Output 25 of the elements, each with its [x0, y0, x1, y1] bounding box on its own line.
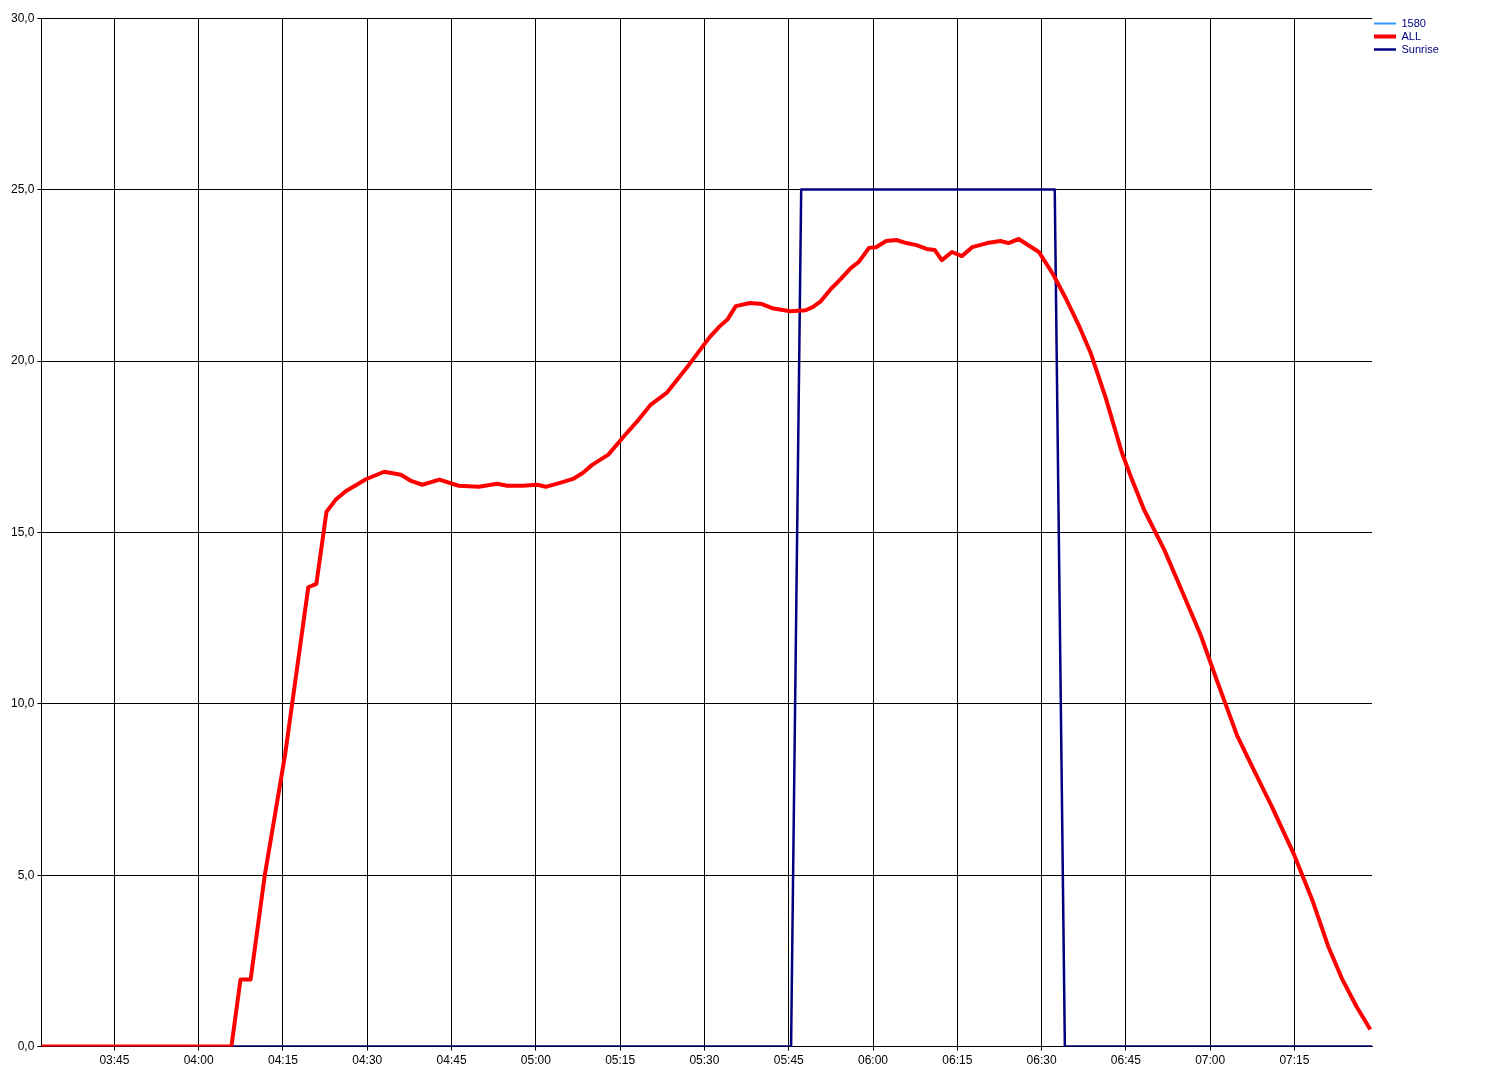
x-tick-label: 05:30	[689, 1053, 720, 1068]
x-tick-label: 05:00	[520, 1053, 552, 1068]
x-tick-label: 04:30	[352, 1053, 383, 1068]
legend-label: ALL	[1401, 29, 1422, 42]
y-tick-label: 25,0	[11, 181, 35, 196]
legend-label: 1580	[1401, 16, 1426, 29]
x-tick-label: 04:15	[267, 1053, 299, 1068]
x-tick-label: 06:15	[942, 1053, 973, 1068]
y-tick-label: 15,0	[11, 524, 35, 539]
x-tick-label: 06:45	[1110, 1053, 1142, 1068]
y-tick-label: 30,0	[11, 10, 35, 25]
y-tick-label: 20,0	[11, 353, 35, 368]
x-tick-label: 05:45	[773, 1053, 805, 1068]
x-tick-label: 06:00	[858, 1053, 889, 1068]
x-tick-label: 07:00	[1195, 1053, 1226, 1068]
x-tick-label: 07:15	[1279, 1053, 1310, 1068]
x-tick-label: 05:15	[605, 1053, 636, 1068]
y-tick-label: 10,0	[11, 696, 35, 711]
x-tick-label: 04:00	[183, 1053, 215, 1068]
y-tick-label: 0,0	[17, 1038, 35, 1053]
x-tick-label: 06:30	[1026, 1053, 1057, 1068]
legend-label: Sunrise	[1401, 42, 1439, 55]
y-tick-label: 5,0	[17, 867, 35, 882]
x-tick-label: 03:45	[99, 1053, 130, 1068]
x-tick-label: 04:45	[436, 1053, 467, 1068]
